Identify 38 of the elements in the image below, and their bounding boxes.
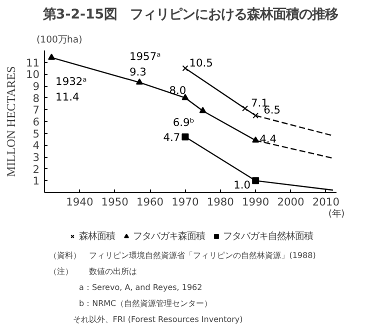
data-label: 1.0 <box>234 178 251 192</box>
y-tick-label: 8 <box>32 92 40 105</box>
data-label: 10.5 <box>189 56 213 70</box>
data-label: 1957ᵃ 9.3 <box>129 50 161 78</box>
legend-label: フタバガキ自然林面積 <box>223 230 313 242</box>
y-tick-label: 2 <box>32 162 40 176</box>
y-axis-title: MILLON HECTARES <box>4 66 18 177</box>
y-tick-label: 5 <box>32 127 40 140</box>
data-label: 1932ᵃ 11.4 <box>56 75 87 104</box>
text: それ以外、FRI (Forest Resources Inventory) <box>72 315 243 324</box>
x-tick-label: 2010 <box>312 196 340 208</box>
y-tick-label: 6 <box>32 116 40 128</box>
y-tick-label: 11 <box>26 56 40 70</box>
x-tick-label: 1940 <box>66 196 94 208</box>
text: (100万ha) <box>36 34 82 46</box>
y-tick-label: 1 <box>32 174 40 188</box>
text: （資料） フィリピン環境自然資源省「フィリピンの自然林資源」(1988) <box>49 251 316 260</box>
text: （注） 数値の出所は <box>49 267 138 276</box>
y-tick-label: 4 <box>32 139 40 152</box>
y-tick-label: 10 <box>26 68 40 82</box>
data-label: 4.7 <box>163 130 180 144</box>
x-tick-label: 1960 <box>136 196 164 208</box>
y-tick-label: 7 <box>32 104 40 117</box>
x-tick-label: 1950 <box>101 196 129 208</box>
x-axis-title: (年) <box>328 208 345 220</box>
x-tick-label: 1990 <box>242 196 270 208</box>
text: a：Serevo, A, and Reyes, 1962 <box>79 283 202 292</box>
x-tick-label: 1970 <box>172 196 200 208</box>
x-tick-label: 1980 <box>206 196 234 208</box>
data-label: 4.4 <box>260 132 277 146</box>
chart-title: 第3-2-15図 フィリピンにおける森林面積の推移 <box>42 8 338 22</box>
data-label: 6.9ᵇ <box>172 116 194 129</box>
legend-label: フタバガキ森面積 <box>133 230 205 242</box>
text: b：NRMC（自然資源管理センター） <box>79 299 212 308</box>
y-tick-label: 9 <box>32 80 40 93</box>
x-tick-label: 2000 <box>277 196 305 208</box>
y-tick-label: 3 <box>32 151 40 164</box>
legend-label: 森林面積 <box>79 230 115 242</box>
